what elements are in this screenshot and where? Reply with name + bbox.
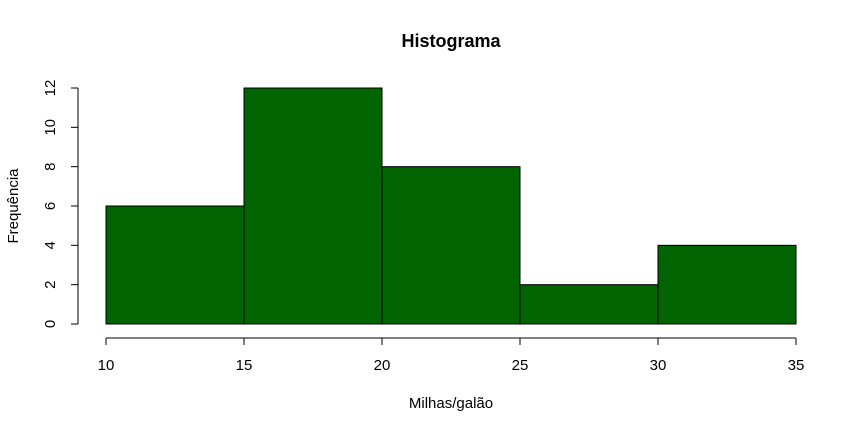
chart-title: Histograma [401,31,501,51]
x-tick-label: 10 [98,357,115,374]
y-tick-label: 4 [42,241,59,249]
histogram-bar-2 [243,87,383,325]
x-axis: 10 15 20 25 30 35 [98,337,805,374]
y-tick-label: 6 [42,202,59,210]
histogram-bar-5 [657,244,797,325]
y-tick-label: 8 [42,162,59,170]
x-axis-label: Milhas/galão [409,395,493,412]
x-tick-label: 15 [236,357,253,374]
histogram-bar-1 [105,205,245,325]
y-axis-label: Frequência [5,168,22,244]
y-tick-label: 10 [42,119,59,136]
bars-group [105,87,797,325]
histogram-bar-4 [519,284,659,325]
y-tick-label: 2 [42,280,59,288]
x-tick-label: 30 [650,357,667,374]
y-tick-label: 0 [42,320,59,328]
y-axis: 0 2 4 6 8 10 12 [42,80,79,328]
y-tick-label: 12 [42,80,59,97]
x-tick-label: 20 [374,357,391,374]
x-tick-label: 35 [788,357,805,374]
x-tick-label: 25 [512,357,529,374]
histogram-bar-3 [381,166,521,325]
